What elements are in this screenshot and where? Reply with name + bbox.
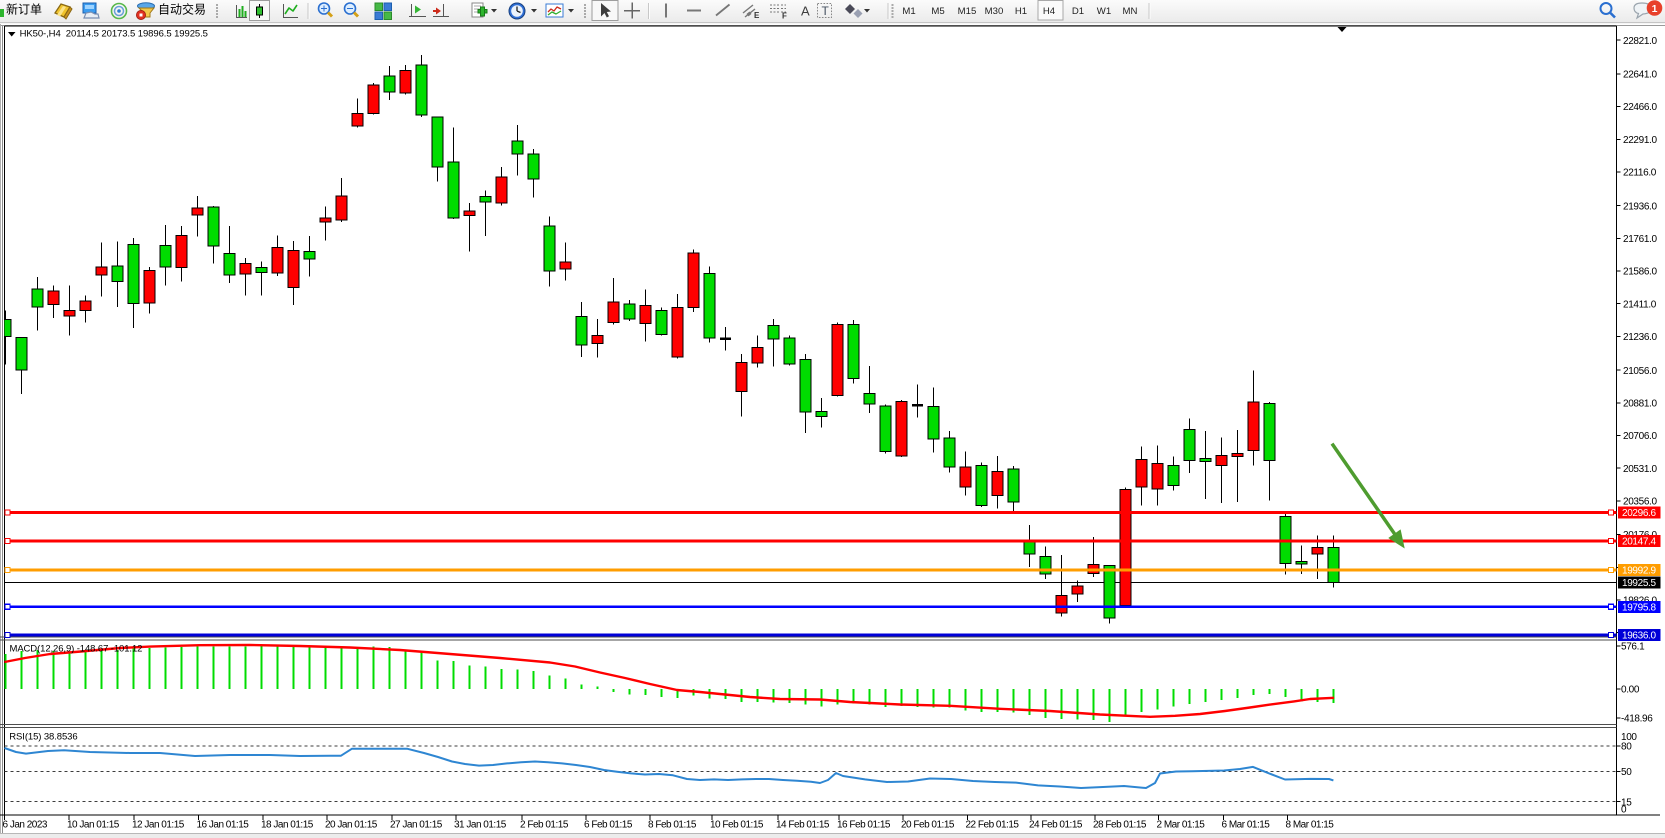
svg-text:19636.0: 19636.0 xyxy=(1622,631,1656,642)
svg-text:M30: M30 xyxy=(985,6,1004,17)
svg-text:A: A xyxy=(801,4,810,19)
svg-text:28 Feb 01:15: 28 Feb 01:15 xyxy=(1093,820,1147,831)
svg-text:10 Feb 01:15: 10 Feb 01:15 xyxy=(710,820,764,831)
svg-text:19925.5: 19925.5 xyxy=(1622,578,1656,589)
svg-text:H1: H1 xyxy=(1015,6,1027,17)
svg-text:8 Feb 01:15: 8 Feb 01:15 xyxy=(648,820,697,831)
svg-text:新订单: 新订单 xyxy=(6,2,42,17)
svg-text:21936.0: 21936.0 xyxy=(1623,201,1657,212)
svg-text:F: F xyxy=(782,12,787,21)
svg-text:MN: MN xyxy=(1123,6,1138,17)
svg-text:22291.0: 22291.0 xyxy=(1623,135,1657,146)
svg-text:20296.6: 20296.6 xyxy=(1622,508,1656,519)
svg-text:100: 100 xyxy=(1621,732,1637,743)
svg-text:22116.0: 22116.0 xyxy=(1623,168,1657,179)
svg-text:20147.4: 20147.4 xyxy=(1622,537,1656,548)
svg-text:19795.8: 19795.8 xyxy=(1622,603,1656,614)
svg-text:HK50-,H4 20114.5 20173.5 1989: HK50-,H4 20114.5 20173.5 19896.5 19925.5 xyxy=(20,29,208,40)
svg-text:20531.0: 20531.0 xyxy=(1623,464,1657,475)
svg-text:0: 0 xyxy=(1621,805,1627,816)
svg-text:24 Feb 01:15: 24 Feb 01:15 xyxy=(1029,820,1083,831)
svg-text:20356.0: 20356.0 xyxy=(1623,497,1657,508)
svg-text:MACD(12,26,9) -148.67 -101.12: MACD(12,26,9) -148.67 -101.12 xyxy=(10,643,143,654)
svg-text:16 Jan 01:15: 16 Jan 01:15 xyxy=(197,820,250,831)
svg-text:22 Feb 01:15: 22 Feb 01:15 xyxy=(966,820,1020,831)
svg-text:12 Jan 01:15: 12 Jan 01:15 xyxy=(132,820,185,831)
svg-text:22466.0: 22466.0 xyxy=(1623,102,1657,113)
svg-text:21056.0: 21056.0 xyxy=(1623,366,1657,377)
svg-text:31 Jan 01:15: 31 Jan 01:15 xyxy=(454,820,507,831)
svg-text:21236.0: 21236.0 xyxy=(1623,332,1657,343)
svg-text:2 Feb 01:15: 2 Feb 01:15 xyxy=(520,820,569,831)
svg-text:自动交易: 自动交易 xyxy=(158,2,206,17)
svg-text:20 Jan 01:15: 20 Jan 01:15 xyxy=(325,820,378,831)
svg-text:0.00: 0.00 xyxy=(1621,685,1640,696)
svg-text:M5: M5 xyxy=(931,6,944,17)
svg-text:M1: M1 xyxy=(902,6,915,17)
svg-text:E: E xyxy=(754,11,760,20)
svg-text:H4: H4 xyxy=(1043,6,1056,17)
svg-text:21586.0: 21586.0 xyxy=(1623,267,1657,278)
svg-text:15: 15 xyxy=(1621,797,1632,808)
svg-text:6 Feb 01:15: 6 Feb 01:15 xyxy=(584,820,633,831)
svg-text:6 Mar 01:15: 6 Mar 01:15 xyxy=(1222,820,1271,831)
svg-text:80: 80 xyxy=(1621,742,1632,753)
svg-text:50: 50 xyxy=(1621,767,1632,778)
svg-text:22641.0: 22641.0 xyxy=(1623,70,1657,81)
svg-text:576.1: 576.1 xyxy=(1621,642,1645,653)
svg-text:20881.0: 20881.0 xyxy=(1623,398,1657,409)
svg-text:RSI(15) 38.8536: RSI(15) 38.8536 xyxy=(9,732,77,743)
svg-text:M15: M15 xyxy=(958,6,977,17)
svg-text:22821.0: 22821.0 xyxy=(1623,36,1657,47)
svg-text:D1: D1 xyxy=(1072,6,1084,17)
svg-text:10 Jan 01:15: 10 Jan 01:15 xyxy=(67,820,120,831)
svg-text:19992.9: 19992.9 xyxy=(1622,566,1656,577)
svg-text:T: T xyxy=(822,4,830,18)
svg-text:20 Feb 01:15: 20 Feb 01:15 xyxy=(901,820,955,831)
svg-text:W1: W1 xyxy=(1097,6,1111,17)
svg-text:27 Jan 01:15: 27 Jan 01:15 xyxy=(390,820,443,831)
svg-text:20706.0: 20706.0 xyxy=(1623,431,1657,442)
svg-text:2 Mar 01:15: 2 Mar 01:15 xyxy=(1157,820,1206,831)
svg-text:1: 1 xyxy=(1652,3,1658,15)
svg-text:18 Jan 01:15: 18 Jan 01:15 xyxy=(261,820,314,831)
svg-text:6 Jan 2023: 6 Jan 2023 xyxy=(3,820,48,831)
svg-text:21761.0: 21761.0 xyxy=(1623,234,1657,245)
svg-text:16 Feb 01:15: 16 Feb 01:15 xyxy=(837,820,891,831)
svg-text:14 Feb 01:15: 14 Feb 01:15 xyxy=(776,820,830,831)
svg-text:8 Mar 01:15: 8 Mar 01:15 xyxy=(1286,820,1335,831)
svg-text:21411.0: 21411.0 xyxy=(1623,299,1657,310)
svg-text:-418.96: -418.96 xyxy=(1621,714,1653,725)
